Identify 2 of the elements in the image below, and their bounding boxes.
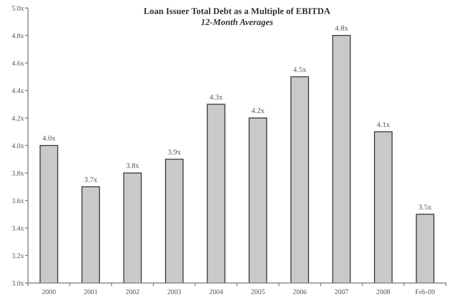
text: 12-Month Averages (200, 17, 274, 27)
chart-title: Loan Issuer Total Debt as a Multiple of EBITDA (144, 6, 331, 16)
